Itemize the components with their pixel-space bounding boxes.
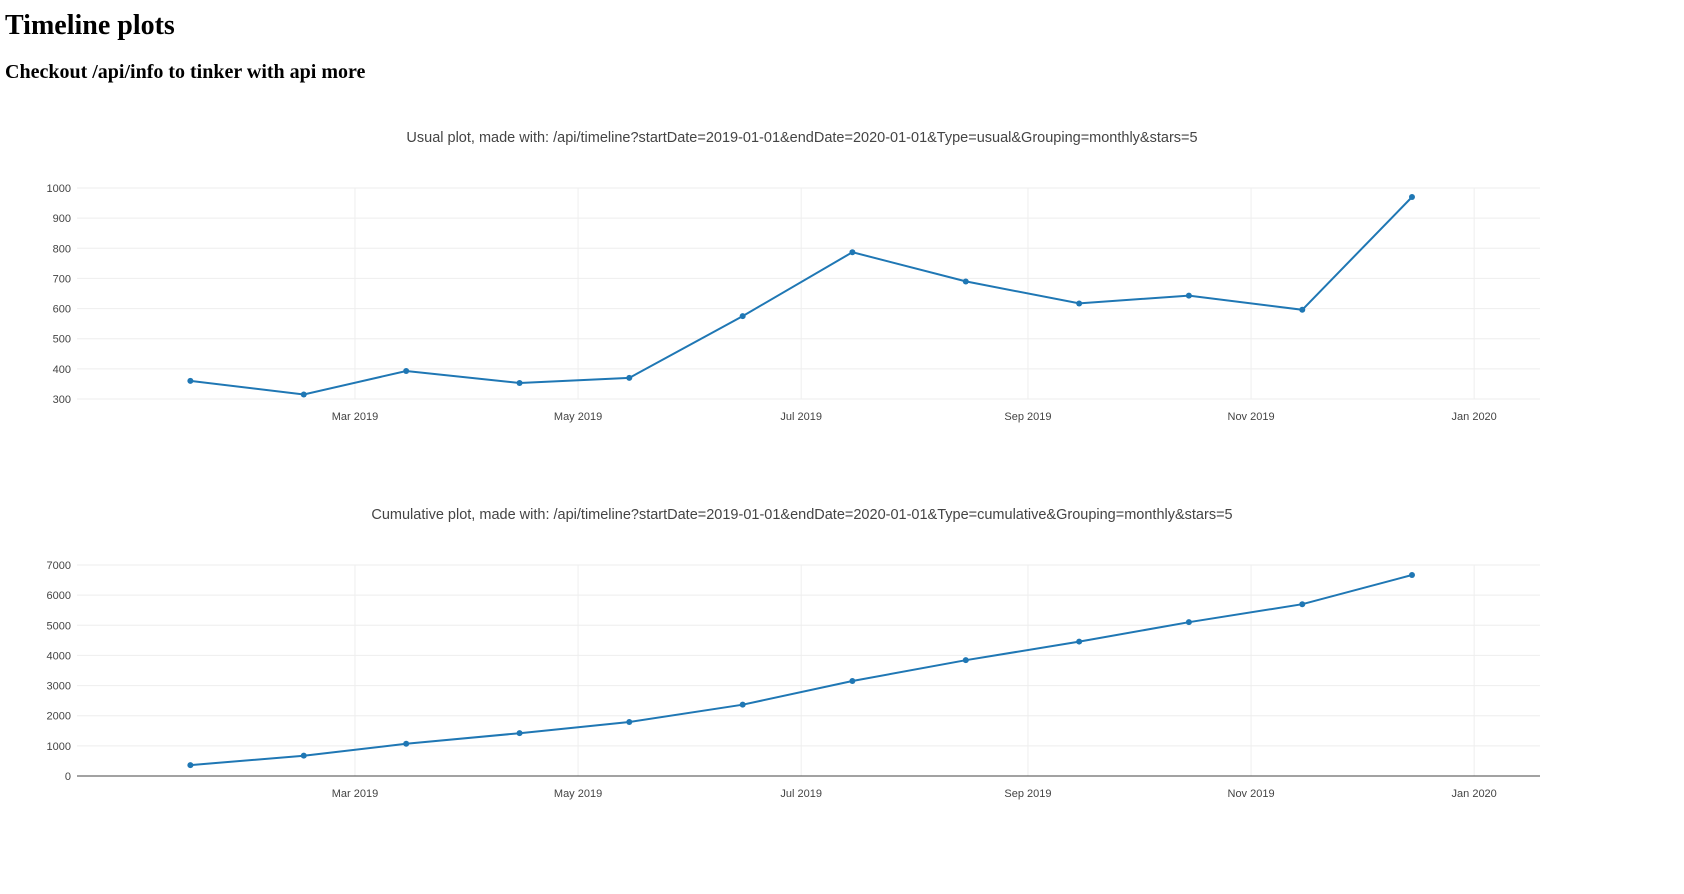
cumulative-plot-ytick-label: 6000 xyxy=(47,590,71,602)
usual-plot-ytick-label: 700 xyxy=(53,273,71,285)
usual-plot-xtick-label: Mar 2019 xyxy=(332,411,378,423)
usual-plot-data-point[interactable] xyxy=(1408,194,1415,201)
cumulative-plot-data-point[interactable] xyxy=(739,701,746,708)
usual-plot-data-point[interactable] xyxy=(1185,292,1192,299)
cumulative-plot-grid xyxy=(77,564,1540,777)
cumulative-plot-xtick-label: Sep 2019 xyxy=(1004,788,1051,800)
usual-plot-data-point[interactable] xyxy=(403,367,410,374)
usual-plot-ytick-label: 1000 xyxy=(47,183,71,195)
usual-plot-data-point[interactable] xyxy=(739,313,746,320)
cumulative-plot-xtick-label: Mar 2019 xyxy=(332,788,378,800)
cumulative-plot-ytick-label: 5000 xyxy=(47,620,71,632)
usual-plot-data-point[interactable] xyxy=(516,380,523,387)
cumulative-plot[interactable]: Cumulative plot, made with: /api/timelin… xyxy=(0,495,1600,815)
usual-plot-data-point[interactable] xyxy=(962,278,969,285)
usual-plot-xtick-label: Jan 2020 xyxy=(1452,411,1497,423)
cumulative-plot-data-point[interactable] xyxy=(1185,619,1192,626)
cumulative-plot-ytick-label: 3000 xyxy=(47,681,71,693)
usual-plot-xtick-label: May 2019 xyxy=(554,411,602,423)
cumulative-plot-title: Cumulative plot, made with: /api/timelin… xyxy=(371,507,1232,523)
cumulative-plot-ytick-label: 7000 xyxy=(47,560,71,572)
page-subtitle: Checkout /api/info to tinker with api mo… xyxy=(5,61,366,83)
usual-plot-data-point[interactable] xyxy=(626,374,633,381)
usual-plot-grid xyxy=(77,187,1540,400)
cumulative-plot-ytick-label: 1000 xyxy=(47,741,71,753)
usual-plot-xtick-label: Jul 2019 xyxy=(780,411,822,423)
usual-plot-title: Usual plot, made with: /api/timeline?sta… xyxy=(406,130,1197,146)
cumulative-plot-xtick-label: Jul 2019 xyxy=(780,788,822,800)
usual-plot-ytick-label: 900 xyxy=(53,213,71,225)
cumulative-plot-ytick-label: 2000 xyxy=(47,711,71,723)
cumulative-plot-xtick-label: Nov 2019 xyxy=(1228,788,1275,800)
cumulative-plot-ytick-label: 0 xyxy=(65,771,71,783)
cumulative-plot-data-point[interactable] xyxy=(1299,601,1306,608)
cumulative-plot-data-point[interactable] xyxy=(403,740,410,747)
usual-plot-data-point[interactable] xyxy=(849,249,856,256)
cumulative-plot-data-point[interactable] xyxy=(1076,638,1083,645)
page-title: Timeline plots xyxy=(5,10,175,41)
usual-plot-ytick-label: 400 xyxy=(53,364,71,376)
cumulative-plot-data-point[interactable] xyxy=(516,730,523,737)
cumulative-plot-xtick-label: May 2019 xyxy=(554,788,602,800)
usual-plot-data-point[interactable] xyxy=(1076,300,1083,307)
usual-plot-data-point[interactable] xyxy=(1299,306,1306,313)
usual-plot-ytick-label: 800 xyxy=(53,243,71,255)
usual-plot-ytick-label: 500 xyxy=(53,334,71,346)
usual-plot-ytick-label: 300 xyxy=(53,394,71,406)
usual-plot-data-point[interactable] xyxy=(300,391,307,398)
usual-plot-ytick-label: 600 xyxy=(53,304,71,316)
cumulative-plot-series-line xyxy=(190,574,1413,767)
usual-plot[interactable]: Usual plot, made with: /api/timeline?sta… xyxy=(0,118,1600,438)
usual-plot-xtick-label: Sep 2019 xyxy=(1004,411,1051,423)
cumulative-plot-ytick-label: 4000 xyxy=(47,650,71,662)
usual-plot-xtick-label: Nov 2019 xyxy=(1228,411,1275,423)
cumulative-plot-data-point[interactable] xyxy=(1408,571,1415,578)
cumulative-plot-data-point[interactable] xyxy=(187,762,194,769)
cumulative-plot-xtick-label: Jan 2020 xyxy=(1452,788,1497,800)
cumulative-plot-svg[interactable]: Cumulative plot, made with: /api/timelin… xyxy=(0,495,1600,815)
cumulative-plot-data-point[interactable] xyxy=(300,752,307,759)
cumulative-plot-data-point[interactable] xyxy=(626,719,633,726)
usual-plot-svg[interactable]: Usual plot, made with: /api/timeline?sta… xyxy=(0,118,1600,438)
usual-plot-data-point[interactable] xyxy=(187,377,194,384)
cumulative-plot-data-point[interactable] xyxy=(962,657,969,664)
usual-plot-series-line xyxy=(190,196,1413,396)
cumulative-plot-data-point[interactable] xyxy=(849,677,856,684)
